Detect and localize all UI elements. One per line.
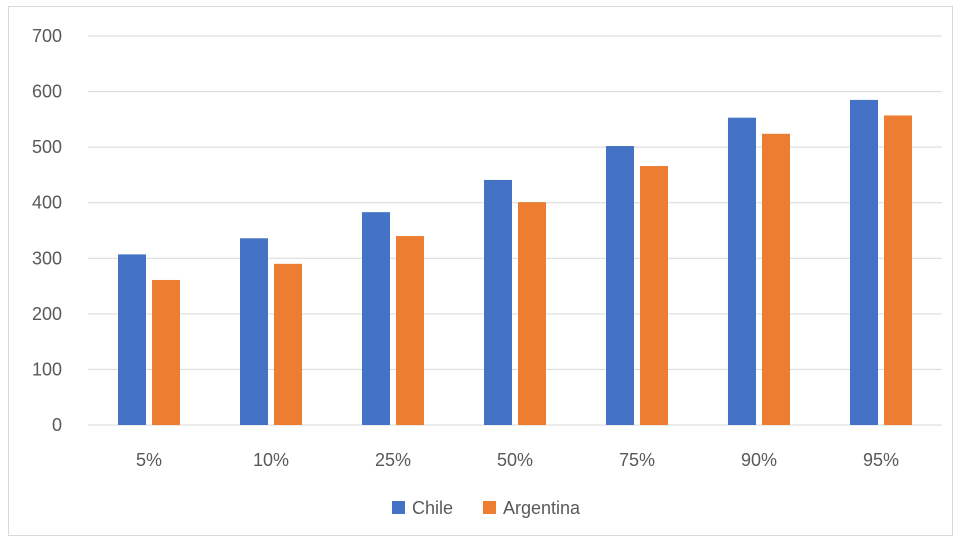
y-tick-label: 0 — [52, 415, 62, 435]
bar-chile-5% — [118, 254, 146, 425]
x-tick-label: 25% — [375, 450, 411, 470]
y-tick-label: 700 — [32, 26, 62, 46]
bar-argentina-90% — [762, 133, 790, 425]
y-tick-label: 600 — [32, 82, 62, 102]
bar-argentina-75% — [640, 166, 668, 425]
y-tick-label: 300 — [32, 248, 62, 268]
y-tick-label: 400 — [32, 193, 62, 213]
y-tick-label: 500 — [32, 137, 62, 157]
bars — [118, 99, 912, 426]
legend-label-chile: Chile — [412, 498, 453, 518]
bar-chile-90% — [728, 117, 756, 425]
legend: Chile Argentina — [392, 498, 581, 518]
bar-argentina-95% — [884, 115, 912, 426]
gridlines — [88, 35, 942, 426]
x-axis-ticks: 5% 10% 25% 50% 75% 90% 95% — [136, 450, 899, 470]
x-tick-label: 75% — [619, 450, 655, 470]
bar-chile-25% — [362, 212, 390, 425]
y-tick-label: 100 — [32, 359, 62, 379]
bar-chile-75% — [606, 146, 634, 425]
chart-frame — [8, 6, 953, 536]
bar-argentina-10% — [274, 263, 302, 425]
bar-chile-10% — [240, 238, 268, 425]
x-tick-label: 50% — [497, 450, 533, 470]
bar-chile-95% — [850, 99, 878, 426]
bar-argentina-50% — [518, 202, 546, 425]
y-axis-ticks: 0 100 200 300 400 500 600 700 — [32, 26, 62, 435]
x-tick-label: 10% — [253, 450, 289, 470]
bar-chile-50% — [484, 179, 512, 425]
bar-argentina-25% — [396, 236, 424, 425]
y-tick-label: 200 — [32, 304, 62, 324]
legend-swatch-chile — [392, 501, 405, 514]
x-tick-label: 5% — [136, 450, 162, 470]
bar-argentina-5% — [152, 279, 180, 425]
legend-swatch-argentina — [483, 501, 496, 514]
x-tick-label: 90% — [741, 450, 777, 470]
x-tick-label: 95% — [863, 450, 899, 470]
legend-label-argentina: Argentina — [503, 498, 581, 518]
